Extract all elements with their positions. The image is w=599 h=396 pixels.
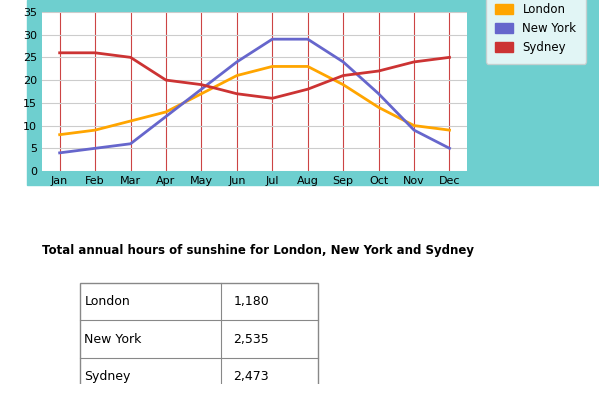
Text: Sydney: Sydney — [84, 370, 131, 383]
Legend: London, New York, Sydney: London, New York, Sydney — [486, 0, 586, 64]
Text: 2,535: 2,535 — [234, 333, 269, 346]
Bar — [80, 283, 319, 396]
Text: 2,473: 2,473 — [234, 370, 269, 383]
Text: 1,180: 1,180 — [234, 295, 269, 308]
Text: New York: New York — [84, 333, 142, 346]
Text: Total annual hours of sunshine for London, New York and Sydney: Total annual hours of sunshine for Londo… — [42, 244, 474, 257]
Text: London: London — [84, 295, 130, 308]
